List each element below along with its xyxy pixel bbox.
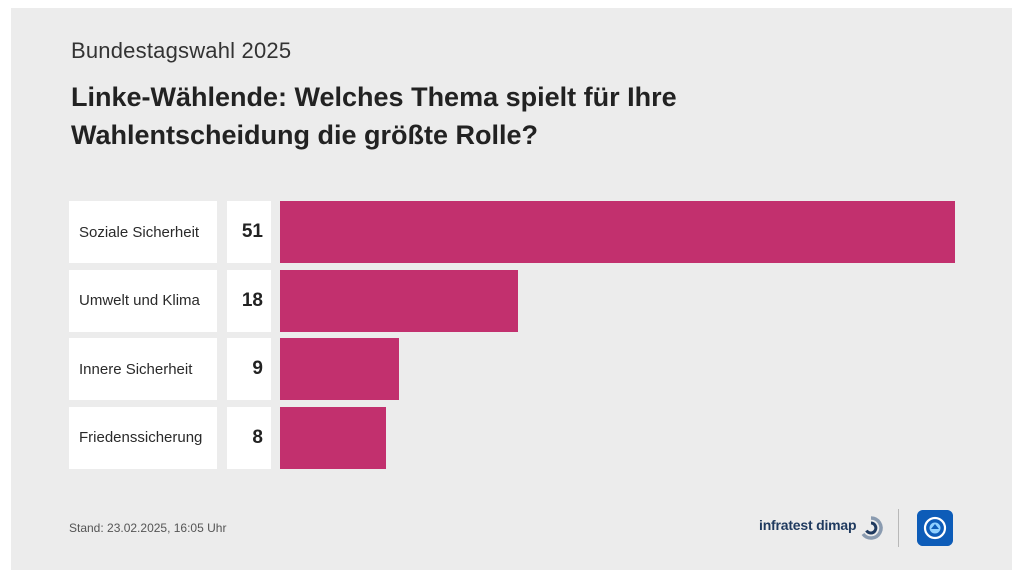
value-label: 8	[227, 406, 271, 469]
bar-chart: Soziale Sicherheit 51 Umwelt und Klima 18 In…	[11, 8, 1012, 570]
bar	[280, 338, 400, 400]
infratest-dimap-logo-icon	[861, 516, 883, 540]
category-label: Umwelt und Klima	[69, 269, 217, 332]
value-label: 51	[227, 201, 271, 263]
value-label: 9	[227, 338, 271, 400]
category-label: Friedenssicherung	[69, 406, 217, 469]
bar	[280, 406, 386, 469]
chart-card: Bundestagswahl 2025 Linke-Wählende: Welc…	[11, 8, 1012, 570]
source-label: infratest dimap	[759, 517, 857, 533]
bar	[280, 201, 955, 263]
bar	[280, 269, 519, 332]
footer-divider	[898, 509, 899, 547]
category-label: Soziale Sicherheit	[69, 201, 217, 263]
category-label: Innere Sicherheit	[69, 338, 217, 400]
chart-kicker: Bundestagswahl 2025	[71, 38, 292, 63]
chart-title: Linke-Wählende: Welches Thema spielt für…	[71, 82, 677, 150]
ard-logo-icon	[917, 510, 953, 546]
value-label: 18	[227, 269, 271, 332]
timestamp: Stand: 23.02.2025, 16:05 Uhr	[69, 521, 227, 535]
